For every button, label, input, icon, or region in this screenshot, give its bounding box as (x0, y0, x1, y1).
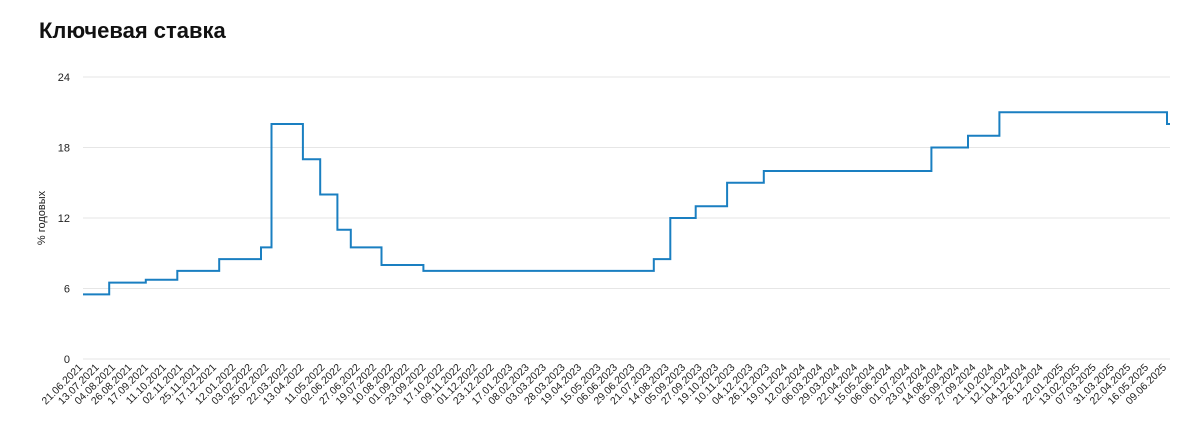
y-axis-label: % годовых (36, 190, 48, 245)
grid-lines (83, 76, 1170, 360)
chart-title: Ключевая ставка (39, 18, 226, 43)
y-tick-label: 18 (58, 143, 70, 155)
series-line (83, 111, 1170, 296)
y-axis-ticks: 0 6 12 18 24 (58, 72, 70, 366)
y-tick-label: 0 (64, 354, 70, 366)
x-axis-ticks: 21.06.202113.07.202104.08.202126.08.2021… (39, 362, 1169, 408)
y-tick-label: 24 (58, 72, 70, 84)
y-tick-label: 12 (58, 213, 70, 225)
y-tick-label: 6 (64, 284, 70, 296)
